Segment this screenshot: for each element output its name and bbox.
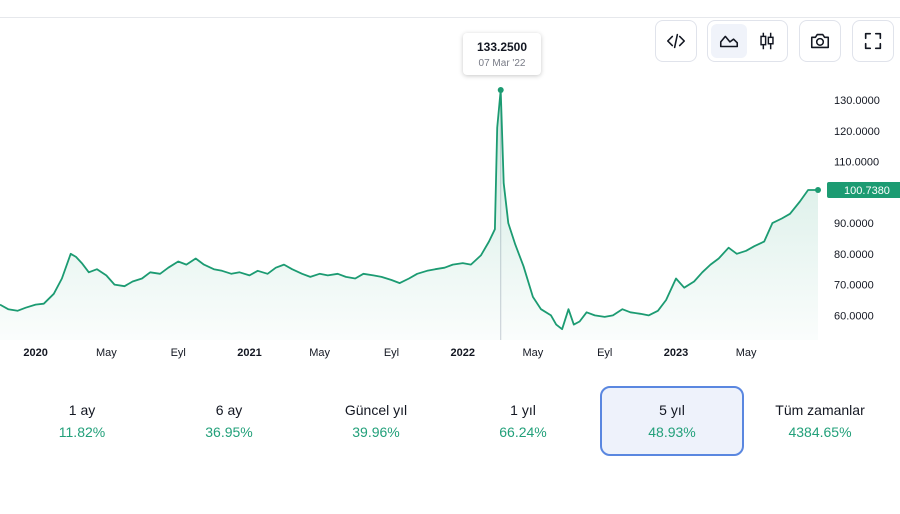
- x-tick-label: 2020: [23, 347, 47, 359]
- last-value-badge: 100.7380: [827, 182, 900, 199]
- x-tick-label: May: [96, 347, 117, 359]
- period-change: 4384.65%: [788, 424, 852, 440]
- period-5-year[interactable]: 5 yıl 48.93%: [600, 386, 744, 456]
- hover-tooltip: 133.2500 07 Mar '22: [463, 33, 541, 75]
- fullscreen-button[interactable]: [852, 20, 894, 62]
- x-tick-label: 2022: [451, 347, 475, 359]
- x-tick-label: 2023: [664, 347, 688, 359]
- period-change: 11.82%: [58, 424, 106, 440]
- code-icon: [666, 33, 686, 49]
- tooltip-date: 07 Mar '22: [478, 58, 526, 69]
- tooltip-value: 133.2500: [476, 40, 528, 54]
- y-tick-label: 70.0000: [834, 280, 874, 292]
- period-change: 48.93%: [648, 424, 696, 440]
- period-change: 36.95%: [205, 424, 253, 440]
- x-tick-label: May: [736, 347, 757, 359]
- candlestick-button[interactable]: [749, 24, 785, 58]
- period-label: 1 ay: [68, 402, 96, 418]
- period-1-month[interactable]: 1 ay 11.82%: [10, 386, 154, 456]
- snapshot-button[interactable]: [799, 20, 841, 62]
- period-change: 39.96%: [352, 424, 400, 440]
- period-label: 5 yıl: [659, 402, 685, 418]
- period-label: Tüm zamanlar: [775, 402, 865, 418]
- period-6-month[interactable]: 6 ay 36.95%: [157, 386, 301, 456]
- period-label: 1 yıl: [510, 402, 536, 418]
- period-1-year[interactable]: 1 yıl 66.24%: [451, 386, 595, 456]
- peak-point: [497, 87, 504, 93]
- camera-icon: [810, 33, 830, 49]
- y-tick-label: 90.0000: [834, 218, 874, 230]
- x-tick-label: Eyl: [384, 347, 399, 359]
- x-tick-label: 2021: [237, 347, 261, 359]
- y-tick-label: 110.0000: [834, 157, 879, 169]
- period-label: Güncel yıl: [344, 402, 408, 418]
- area-chart-button[interactable]: [711, 24, 747, 58]
- period-change: 66.24%: [499, 424, 547, 440]
- x-tick-label: Eyl: [597, 347, 612, 359]
- price-area: [0, 90, 818, 340]
- x-tick-label: Eyl: [171, 347, 186, 359]
- area-chart-icon: [719, 35, 739, 48]
- period-all-time[interactable]: Tüm zamanlar 4384.65%: [748, 386, 892, 456]
- last-point: [815, 187, 821, 194]
- last-value-label: 100.7380: [844, 185, 890, 197]
- y-tick-label: 80.0000: [834, 249, 874, 261]
- candlestick-icon: [760, 32, 774, 50]
- period-ytd[interactable]: Güncel yıl 39.96%: [304, 386, 448, 456]
- chart-type-switch: [707, 20, 788, 62]
- price-chart[interactable]: 130.0000 120.0000 110.0000 90.0000 80.0000 70…: [0, 20, 900, 370]
- top-divider: [0, 17, 900, 18]
- y-tick-label: 120.0000: [834, 126, 880, 138]
- period-selector: 1 ay 11.82% 6 ay 36.95% Güncel yıl 39.96…: [10, 386, 890, 456]
- price-line: [0, 89, 818, 331]
- x-tick-label: May: [309, 347, 330, 359]
- x-tick-label: May: [522, 347, 543, 359]
- embed-button[interactable]: [655, 20, 697, 62]
- period-label: 6 ay: [215, 402, 243, 418]
- y-tick-label: 130.0000: [834, 95, 880, 107]
- y-tick-label: 60.0000: [834, 310, 874, 322]
- fullscreen-icon: [864, 32, 882, 50]
